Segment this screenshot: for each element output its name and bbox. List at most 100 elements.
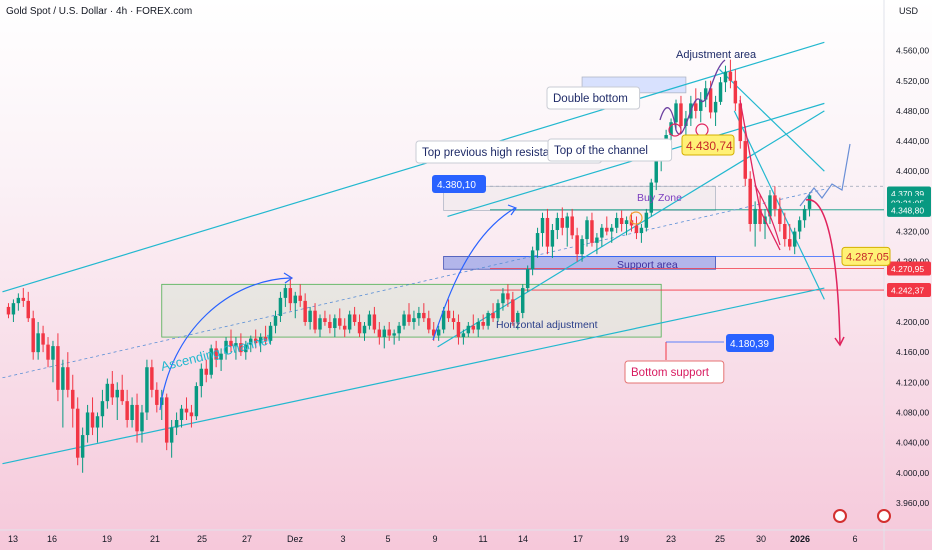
candle-body-8: [41, 333, 45, 345]
candle-body-30: [150, 367, 154, 390]
candle-body-125: [619, 217, 624, 224]
candle-body-90: [446, 310, 451, 319]
candle-body-14: [71, 389, 75, 409]
candle-body-35: [174, 420, 179, 428]
candle-body-23: [115, 389, 119, 398]
candle-body-162: [802, 208, 807, 221]
candle-body-122: [605, 227, 609, 232]
candle-body-66: [328, 322, 332, 329]
candle-body-94: [466, 325, 471, 334]
candle-body-145: [718, 82, 723, 102]
candle-body-45: [224, 340, 228, 354]
candle-body-72: [357, 322, 362, 334]
x-tick-9: 5: [385, 534, 390, 544]
axis-badge-4-box: [887, 202, 931, 217]
candle-body-31: [155, 389, 159, 405]
level-badge: 4.430,74: [686, 139, 733, 153]
x-tick-3: 19: [102, 534, 112, 544]
support-area-label: Support area: [617, 259, 678, 271]
candle-body-97: [481, 322, 485, 326]
candle-body-87: [431, 329, 436, 336]
y-tick-6: 4.160,00: [896, 347, 929, 357]
double-bottom-label: Double bottom: [553, 93, 628, 105]
candle-body-69: [342, 325, 347, 330]
candle-body-93: [461, 333, 466, 338]
double-bottom-circle-1: [668, 123, 682, 137]
candle-body-153: [758, 208, 762, 224]
x-tick-14: 19: [619, 534, 629, 544]
candle-body-132: [654, 159, 658, 183]
candle-body-54: [268, 325, 273, 341]
candle-body-126: [624, 220, 629, 224]
y-tick-15: 4.520,00: [896, 76, 929, 86]
candle-body-11: [56, 346, 60, 390]
candle-body-76: [377, 329, 382, 338]
tag-4380: 4.380,10: [437, 180, 476, 191]
x-tick-8: 3: [340, 534, 345, 544]
y-tick-4: 4.080,00: [896, 407, 929, 417]
candle-body-48: [239, 343, 243, 353]
x-tick-13: 17: [573, 534, 583, 544]
candle-body-120: [595, 237, 599, 243]
candle-body-89: [441, 310, 446, 330]
tag-4180-box: [726, 334, 774, 352]
candle-body-37: [184, 408, 189, 413]
candle-body-56: [278, 297, 283, 316]
candle-body-86: [427, 318, 431, 330]
x-tick-17: 30: [756, 534, 766, 544]
candle-body-19: [95, 416, 100, 428]
channel-midline-line: [2, 188, 825, 379]
candle-body-138: [684, 118, 688, 126]
top-resistance-label: Top previous high resistance: [422, 147, 568, 159]
candle-body-27: [135, 404, 139, 432]
rally-arrow-2: [432, 207, 516, 341]
candle-body-62: [308, 310, 312, 322]
horizontal-adjustment-label: Horizontal adjustment: [496, 319, 598, 331]
candle-body-83: [412, 318, 416, 322]
candle-body-115: [570, 216, 574, 236]
candle-body-50: [249, 338, 253, 345]
candle-body-59: [293, 295, 298, 304]
zone-1: [161, 283, 662, 338]
candle-body-110: [545, 217, 550, 247]
x-tick-16: 25: [715, 534, 725, 544]
candle-body-57: [283, 288, 288, 298]
axis-badge-6-box: [887, 261, 931, 276]
candle-body-130: [644, 212, 649, 228]
candle-body-63: [313, 310, 317, 330]
axis-badge-5-box: [841, 246, 891, 266]
candle-body-20: [100, 401, 105, 417]
candle-body-25: [125, 401, 129, 420]
candle-body-148: [733, 80, 738, 104]
candle-body-129: [639, 227, 644, 234]
candle-body-67: [333, 318, 337, 329]
candle-body-13: [66, 367, 70, 390]
candle-body-61: [303, 300, 307, 322]
candle-body-127: [629, 220, 634, 226]
candle-body-99: [491, 312, 495, 319]
candle-body-161: [797, 220, 802, 232]
candle-body-104: [516, 312, 520, 322]
candle-body-22: [110, 383, 115, 398]
candle-body-101: [501, 293, 505, 304]
candle-body-64: [318, 318, 322, 330]
candle-body-156: [773, 195, 777, 209]
double-bottom-path: [659, 59, 726, 135]
candle-body-159: [788, 239, 792, 247]
axis-badge-7: 4.242,37: [891, 286, 924, 296]
y-tick-12: 4.400,00: [896, 166, 929, 176]
candle-body-109: [540, 217, 545, 234]
candle-body-46: [229, 340, 233, 347]
projection-down-arrowhead: [834, 336, 845, 347]
candle-body-105: [520, 288, 525, 313]
candle-body-116: [575, 235, 579, 255]
level-badge-box: [681, 134, 735, 156]
y-tick-13: 4.440,00: [896, 136, 929, 146]
top-channel-label: Top of the channel: [554, 145, 648, 157]
candle-body-106: [525, 269, 530, 289]
candle-body-100: [496, 303, 500, 319]
candle-body-91: [451, 318, 456, 322]
candle-body-135: [669, 122, 673, 136]
